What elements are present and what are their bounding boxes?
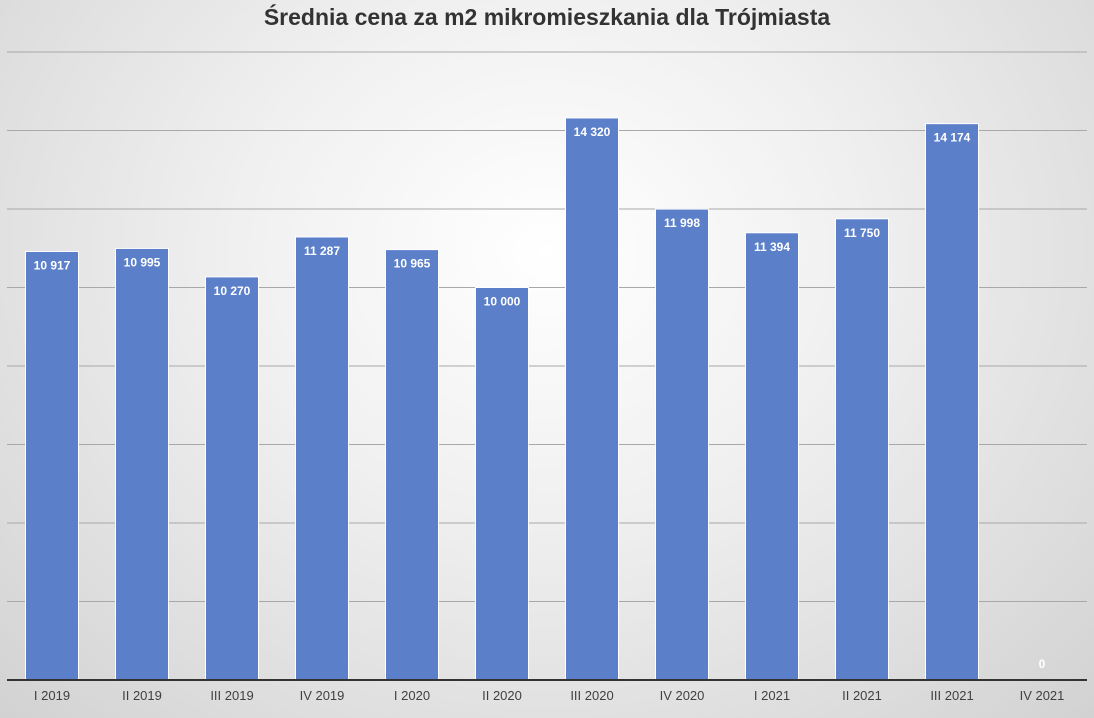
data-label: 10 995 (124, 255, 161, 269)
x-tick-label: I 2020 (394, 688, 430, 703)
x-tick-label: IV 2020 (660, 688, 705, 703)
data-label: 11 998 (664, 216, 700, 230)
bar (25, 251, 79, 681)
bar (115, 247, 169, 681)
data-label: 10 000 (484, 295, 521, 309)
data-label: 11 750 (844, 226, 880, 240)
bar (205, 276, 259, 681)
data-label: 11 287 (304, 244, 340, 258)
x-tick-label: III 2021 (930, 688, 973, 703)
bar (655, 208, 709, 681)
x-tick-label: III 2019 (210, 688, 253, 703)
data-label: 14 174 (934, 131, 971, 145)
bar (475, 287, 529, 681)
bar (925, 123, 979, 681)
x-tick-label: I 2019 (34, 688, 70, 703)
data-label: 10 917 (34, 259, 71, 273)
x-tick-label: IV 2019 (300, 688, 345, 703)
chart-title: Średnia cena za m2 mikromieszkania dla T… (263, 4, 831, 30)
data-label: 0 (1039, 657, 1046, 671)
x-tick-label: II 2019 (122, 688, 162, 703)
x-tick-label: III 2020 (570, 688, 613, 703)
data-label: 10 270 (214, 284, 251, 298)
bar (385, 249, 439, 681)
x-tick-label: II 2020 (482, 688, 522, 703)
bar (835, 218, 889, 681)
bar (565, 117, 619, 681)
x-tick-label: II 2021 (842, 688, 882, 703)
x-tick-label: IV 2021 (1020, 688, 1065, 703)
data-label: 14 320 (574, 125, 611, 139)
data-label: 11 394 (754, 240, 790, 254)
x-tick-label: I 2021 (754, 688, 790, 703)
bar (745, 232, 799, 681)
data-label: 10 965 (394, 257, 431, 271)
bar (295, 236, 349, 681)
